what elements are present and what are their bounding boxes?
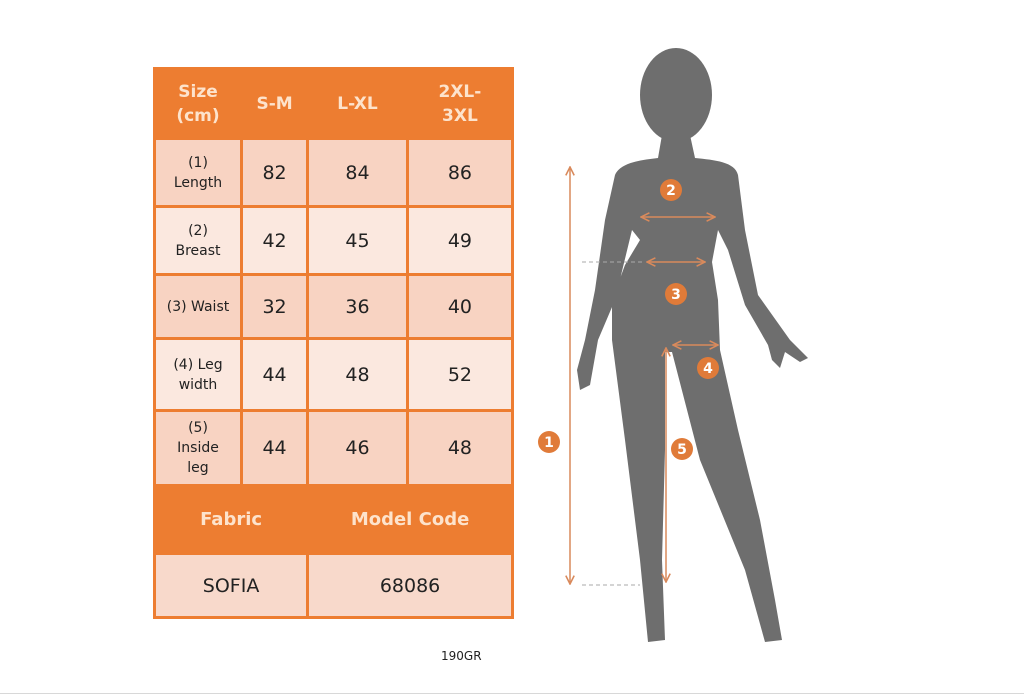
- svg-text:4: 4: [703, 361, 713, 377]
- row-label: (2) Breast: [153, 205, 243, 276]
- silhouette-head: [640, 48, 712, 142]
- divider: [0, 693, 1024, 694]
- row-label: (3) Waist: [153, 273, 243, 340]
- row-label: (1) Length: [153, 137, 243, 208]
- cell: 44: [239, 409, 310, 487]
- table-row: (4) Leg width 44 48 52: [153, 337, 515, 412]
- cell: 82: [239, 137, 310, 208]
- cell: 32: [239, 273, 310, 340]
- svg-text:5: 5: [677, 442, 687, 458]
- svg-text:1: 1: [544, 435, 554, 451]
- cell: 49: [405, 205, 515, 276]
- marker-5: 5: [671, 438, 693, 460]
- cell: 84: [306, 137, 409, 208]
- fabric-label: Fabric: [152, 484, 310, 555]
- table-row: (2) Breast 42 45 49: [153, 205, 515, 276]
- marker-4: 4: [697, 357, 719, 379]
- header-2xl-3xl: 2XL- 3XL: [405, 67, 515, 140]
- silhouette-body: [577, 135, 808, 642]
- cell: 45: [306, 205, 409, 276]
- cell: 40: [405, 273, 515, 340]
- table-row: (1) Length 82 84 86: [153, 137, 515, 208]
- cell: 48: [306, 337, 409, 412]
- model-code-label: Model Code: [306, 484, 514, 555]
- marker-2: 2: [660, 179, 682, 201]
- svg-text:2: 2: [666, 183, 676, 199]
- marker-3: 3: [665, 283, 687, 305]
- header-s-m: S-M: [239, 67, 310, 140]
- cell: 46: [306, 409, 409, 487]
- marker-1: 1: [538, 431, 560, 453]
- cell: 48: [405, 409, 515, 487]
- cell: 42: [239, 205, 310, 276]
- row-label: (4) Leg width: [153, 337, 243, 412]
- table-row: (3) Waist 32 36 40: [153, 273, 515, 340]
- header-l-xl: L-XL: [306, 67, 409, 140]
- header-size: Size (cm): [153, 67, 243, 140]
- fabric-weight: 190GR: [441, 649, 482, 663]
- cell: 44: [239, 337, 310, 412]
- table-row: (5) Inside leg 44 46 48: [153, 409, 515, 487]
- cell: 36: [306, 273, 409, 340]
- svg-text:3: 3: [671, 287, 681, 303]
- row-label: (5) Inside leg: [153, 409, 243, 487]
- fabric-value: SOFIA: [152, 552, 310, 619]
- model-code-value: 68086: [306, 552, 514, 619]
- size-chart-table: Size (cm) S-M L-XL 2XL- 3XL (1) Length 8…: [152, 67, 515, 619]
- cell: 52: [405, 337, 515, 412]
- cell: 86: [405, 137, 515, 208]
